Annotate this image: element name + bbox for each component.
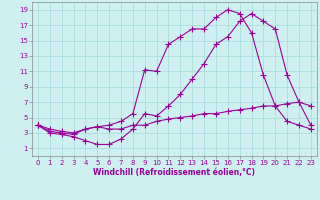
X-axis label: Windchill (Refroidissement éolien,°C): Windchill (Refroidissement éolien,°C) xyxy=(93,168,255,177)
